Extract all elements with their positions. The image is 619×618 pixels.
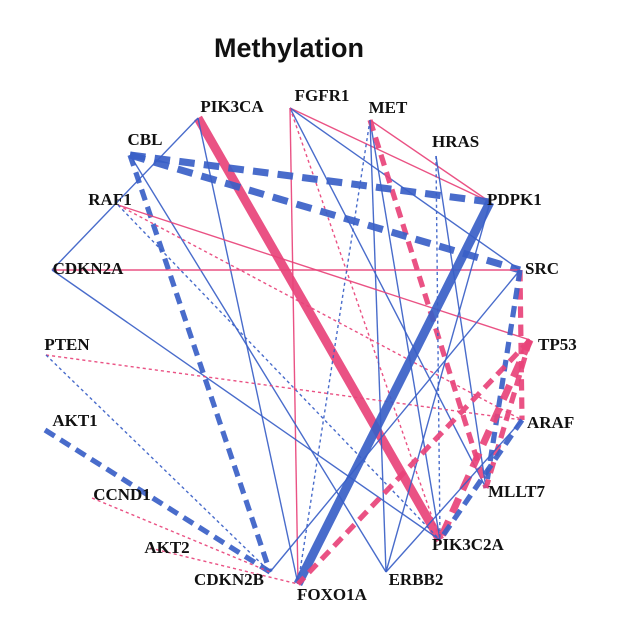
edge-met-pdpk1 <box>369 119 491 203</box>
edge-tp53-foxo1a <box>296 338 532 586</box>
edge-akt2-foxo1a <box>149 547 299 585</box>
node-label-mllt7: MLLT7 <box>488 482 546 501</box>
edge-pdpk1-foxo1a <box>293 199 495 587</box>
edge-met-erbb2 <box>369 119 387 573</box>
node-label-tp53: TP53 <box>538 335 577 354</box>
node-label-pik3c2a: PIK3C2A <box>432 535 505 554</box>
edge-ccnd1-cdkn2b <box>91 497 271 573</box>
node-label-layer: PIK3CA FGFR1 MET HRAS CBL PDPK1 RAF1 SRC CDKN2A T… <box>44 86 576 604</box>
node-label-fgfr1: FGFR1 <box>295 86 350 105</box>
edge-raf1-araf <box>117 204 523 421</box>
edge-pdpk1-erbb2 <box>385 201 491 573</box>
edge-fgfr1-pdpk1 <box>289 107 491 203</box>
edge-cbl-cdkn2b <box>127 154 273 573</box>
node-label-erbb2: ERBB2 <box>389 570 444 589</box>
edge-fgfr1-foxo1a <box>289 107 299 585</box>
node-label-raf1: RAF1 <box>88 190 131 209</box>
edge-fgfr1-mllt7 <box>289 107 487 489</box>
edge-cbl-pdpk1 <box>129 151 491 206</box>
node-label-src: SRC <box>525 259 559 278</box>
edge-met-mllt7 <box>367 119 489 489</box>
edge-akt1-cdkn2b <box>43 427 272 575</box>
edge-araf-erbb2 <box>385 419 523 573</box>
edge-raf1-pik3c2a <box>117 204 441 541</box>
edge-src-cdkn2b <box>269 269 521 573</box>
edge-src-mllt7 <box>483 269 523 489</box>
node-label-ccnd1: CCND1 <box>93 485 151 504</box>
edge-hras-mllt7 <box>435 155 487 489</box>
node-label-foxo1a: FOXO1A <box>297 585 368 604</box>
node-label-hras: HRAS <box>432 132 479 151</box>
edge-pik3ca-cdkn2a <box>51 117 199 271</box>
edge-raf1-tp53 <box>117 204 531 341</box>
edge-tp53-pik3c2a <box>436 338 534 542</box>
edge-cbl-src <box>128 151 522 274</box>
node-label-pten: PTEN <box>44 335 90 354</box>
edge-hras-pik3c2a <box>435 155 441 541</box>
edge-pik3ca-foxo1a <box>197 117 299 585</box>
edge-layer <box>43 107 534 587</box>
node-label-akt2: AKT2 <box>144 538 189 557</box>
diagram-title: Methylation <box>214 33 364 63</box>
node-label-pdpk1: PDPK1 <box>487 190 542 209</box>
edge-araf-pik3c2a <box>437 418 525 542</box>
edge-src-araf <box>517 269 525 421</box>
edge-cdkn2a-pik3c2a <box>51 269 441 541</box>
node-label-cbl: CBL <box>128 130 163 149</box>
node-label-cdkn2a: CDKN2A <box>53 259 125 278</box>
node-label-met: MET <box>369 98 408 117</box>
edge-pten-araf <box>45 354 523 421</box>
edge-met-foxo1a <box>297 119 371 585</box>
node-label-akt1: AKT1 <box>52 411 97 430</box>
node-label-cdkn2b: CDKN2B <box>194 570 264 589</box>
node-label-pik3ca: PIK3CA <box>200 97 264 116</box>
node-label-araf: ARAF <box>527 413 574 432</box>
